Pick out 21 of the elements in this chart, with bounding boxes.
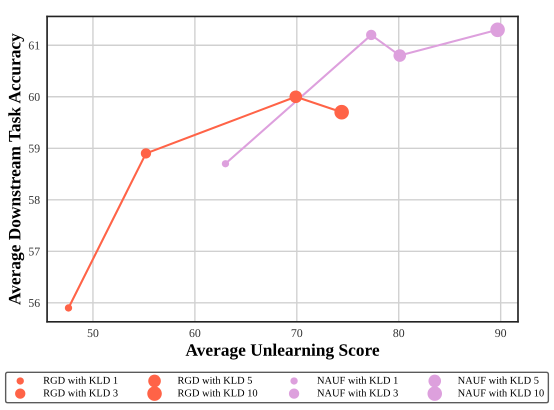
legend-label: RGD with KLD 10: [178, 389, 258, 396]
legend-label: NAUF with KLD 3: [317, 389, 398, 396]
x-axis-title: Average Unlearning Score: [186, 344, 380, 360]
x-tick-label: 50: [88, 329, 98, 338]
x-tick-label: 90: [495, 329, 506, 338]
legend-label: NAUF with KLD 5: [458, 376, 539, 384]
legend-label: NAUF with KLD 10: [458, 389, 544, 396]
y-tick-label: 56: [29, 299, 40, 308]
y-tick-label: 57: [29, 248, 40, 256]
x-tick-label: 70: [292, 329, 302, 338]
y-tick-label: 60: [28, 93, 40, 101]
y-axis-title: Average Downstream Task Accuracy: [8, 33, 24, 305]
y-tick-label: 59: [29, 144, 40, 152]
x-tick-label: 60: [189, 329, 200, 338]
legend-label: RGD with KLD 1: [43, 376, 118, 384]
y-tick-label: 61: [28, 42, 40, 50]
legend-label: NAUF with KLD 1: [317, 376, 398, 384]
y-tick-label: 58: [29, 196, 40, 204]
x-tick-label: 80: [393, 329, 404, 338]
legend-label: RGD with KLD 5: [178, 376, 252, 384]
legend-label: RGD with KLD 3: [43, 389, 118, 396]
